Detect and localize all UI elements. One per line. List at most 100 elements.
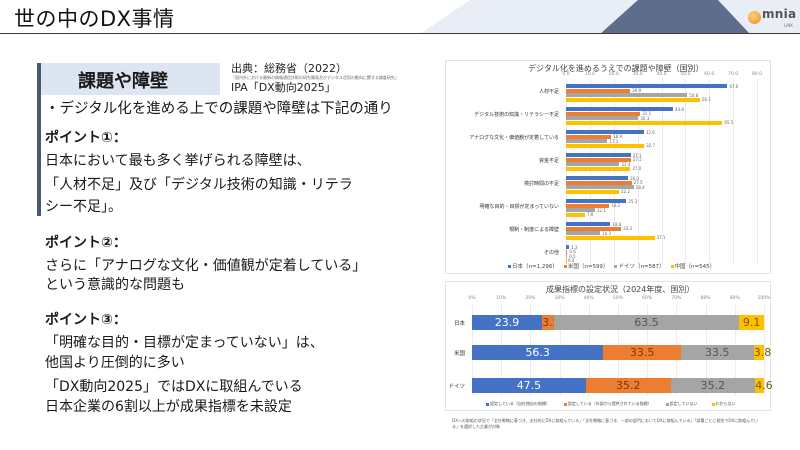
gridline xyxy=(757,79,758,264)
page-title: 世の中のDX事情 xyxy=(14,7,175,31)
category-label: 米国 xyxy=(453,351,465,357)
source-citation: 出典：総務省（2022） 「国内外における最新の情報通信技術の研究開発及びデジタ… xyxy=(231,62,441,94)
point-3-line-2: 他国より圧倒的に多い xyxy=(45,355,185,371)
legend-item: 設定している（外部から提供されている指標） xyxy=(563,401,652,406)
x-axis-tick: 0.0 xyxy=(562,72,570,77)
segment-value-label: 63.5 xyxy=(634,316,659,329)
bar-germany xyxy=(566,116,639,120)
legend-item: 米国（n=599） xyxy=(563,264,608,270)
x-axis-tick: 70.0 xyxy=(728,72,739,77)
bar-value-label: 28.4 xyxy=(635,184,645,190)
legend-label: 中国（n=545） xyxy=(674,264,716,270)
bar-value-label: 25.3 xyxy=(628,198,638,204)
source-line-1: 出典：総務省（2022） xyxy=(231,62,347,75)
bar-value-label: 18.2 xyxy=(611,203,621,208)
bar-china xyxy=(566,258,567,263)
bar-china xyxy=(566,120,723,125)
bar-germany xyxy=(566,231,601,235)
x-axis-tick: 30.0 xyxy=(632,72,643,77)
bar-value-label: 14.3 xyxy=(602,230,612,236)
stacked-bar-segment xyxy=(542,315,554,330)
logo-text: mnia xyxy=(762,7,797,21)
stacked-bar-segment xyxy=(739,315,764,330)
section-heading-box xyxy=(37,63,220,95)
category-label: 資金不足 xyxy=(538,158,559,164)
legend-label: 設定していない xyxy=(669,401,698,406)
x-axis-tick: 50.0 xyxy=(680,72,691,77)
bar-usa xyxy=(566,157,631,162)
segment-value-label: 3.8 xyxy=(753,346,772,359)
category-label: 明確な目的・目標が定まっていない xyxy=(479,204,559,210)
x-axis-tick: 40.0 xyxy=(656,72,667,77)
point-3-line-1: 「明確な目的・目標が定まっていない」は、 xyxy=(45,335,324,351)
bar-germany xyxy=(566,208,595,212)
segment-value-label: 3.5 xyxy=(542,316,560,329)
bar-value-label: 12.1 xyxy=(596,207,606,213)
legend-swatch-icon xyxy=(508,265,511,268)
bar-value-label: 17.3 xyxy=(609,138,619,144)
category-label: 日本 xyxy=(453,321,465,327)
logo-circle-icon xyxy=(748,11,761,24)
point-2-line-1: さらに「アナログな文化・価値観が定着している」 xyxy=(45,258,367,274)
bar-value-label: 23.2 xyxy=(623,226,633,231)
legend-label: 日本（n=1,296） xyxy=(512,264,558,270)
bar-value-label: 37.1 xyxy=(656,235,666,240)
bar-china xyxy=(566,97,700,102)
chart-legend: 設定している（自社独自の指標） 設定している（外部から提供されている指標） 設定して… xyxy=(486,401,750,407)
legend-label: 設定している（外部から提供されている指標） xyxy=(567,401,652,406)
bar-value-label: 0.6 xyxy=(569,249,576,254)
point-2-label: ポイント②： xyxy=(45,235,127,251)
gridline xyxy=(709,79,711,264)
bar-japan xyxy=(566,199,627,203)
stacked-bar-segment xyxy=(670,378,756,393)
x-axis-tick: 20.0 xyxy=(608,72,619,77)
bar-germany xyxy=(566,93,688,97)
bar-china xyxy=(566,166,631,171)
bar-china xyxy=(566,143,645,148)
bar-value-label: 56.1 xyxy=(701,97,711,102)
bar-value-label: 65.5 xyxy=(724,120,734,125)
legend-item: 設定している（自社独自の指標） xyxy=(486,401,550,406)
bar-japan xyxy=(566,245,570,249)
point-1-label: ポイント①： xyxy=(45,130,127,146)
stacked-bar-segment xyxy=(755,378,764,393)
bar-usa xyxy=(566,88,631,93)
kpi-setting-chart: 成果指標の設定状況（2024年度、国別） 0% 10% 20% 30% 40% 50% 60… xyxy=(445,281,773,411)
bar-china xyxy=(566,235,655,240)
bar-usa xyxy=(566,134,612,139)
bar-value-label: 0.5 xyxy=(569,253,576,259)
chart-legend: 日本（n=1,296） 米国（n=599） ドイツ（n=587） 中国（n=545） xyxy=(508,262,721,270)
x-axis-tick: 80.0 xyxy=(751,72,763,77)
x-axis-tick: 90% xyxy=(729,296,740,301)
section-accent-bar xyxy=(37,63,41,216)
x-axis-tick: 0% xyxy=(468,296,476,301)
header-divider xyxy=(0,33,800,34)
x-axis-tick: 10% xyxy=(496,296,507,301)
legend-swatch-icon xyxy=(563,402,567,406)
bar-china xyxy=(566,189,619,194)
stacked-bar-segment xyxy=(603,345,681,360)
point-1-line-2: 「人材不足」及び「デジタル技術の知識・リテラ xyxy=(45,177,353,193)
segment-value-label: 4.6 xyxy=(755,379,773,392)
segment-value-label: 23.9 xyxy=(494,316,520,329)
gridline xyxy=(589,79,591,264)
bar-japan xyxy=(566,222,611,226)
stacked-bar-segment xyxy=(553,315,740,330)
legend-item: 日本（n=1,296） xyxy=(508,264,558,270)
point-1-line-1: 日本において最も多く挙げられる障壁は、 xyxy=(45,153,311,169)
bar-japan xyxy=(566,153,631,157)
legend-swatch-icon xyxy=(665,402,669,406)
bar-value-label: 27.0 xyxy=(632,166,642,171)
bar-japan xyxy=(566,176,629,180)
segment-value-label: 9.1 xyxy=(742,316,761,329)
source-line-3: IPA「DX動向2025」 xyxy=(231,81,336,94)
logo-subtext: LINK xyxy=(784,23,794,28)
bar-value-label: 18.9 xyxy=(613,134,623,139)
segment-value-label: 33.5 xyxy=(705,346,730,359)
category-label: 人材不足 xyxy=(538,89,559,95)
category-label: ドイツ xyxy=(448,384,465,390)
bar-japan xyxy=(566,84,728,88)
bar-value-label: 18.6 xyxy=(612,221,622,227)
bar-value-label: 30.3 xyxy=(640,115,650,121)
legend-item: わからない xyxy=(711,401,736,406)
